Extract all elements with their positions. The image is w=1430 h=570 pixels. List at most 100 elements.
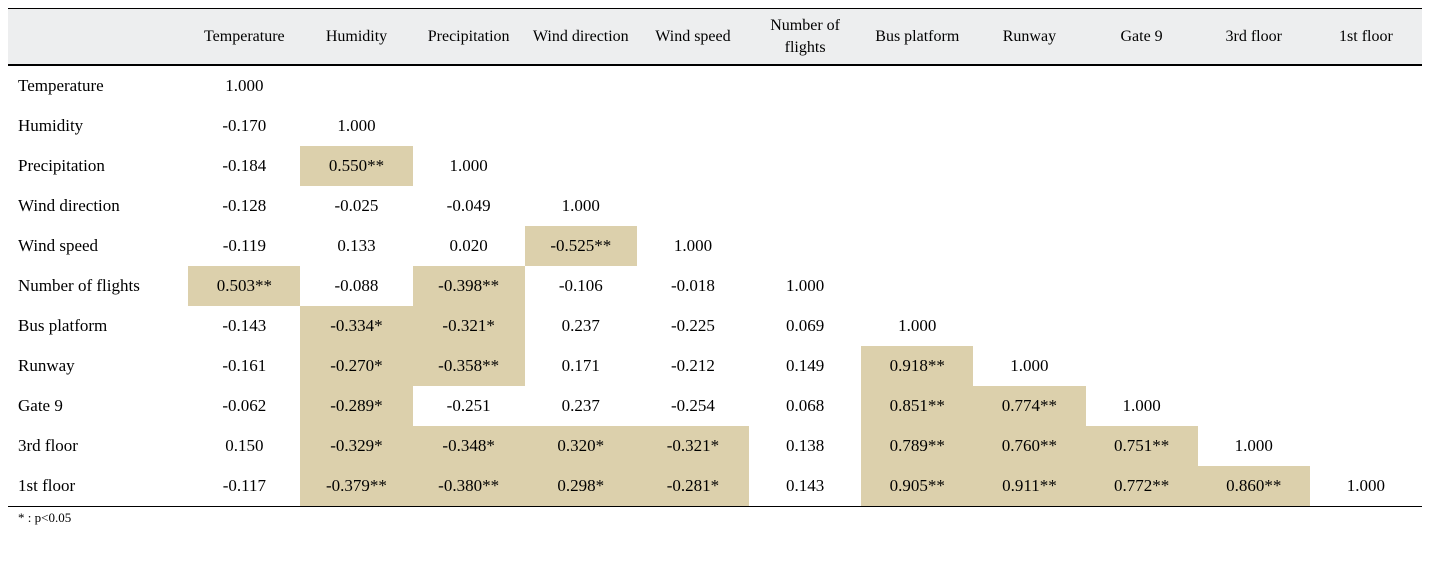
cell-value: -0.329*: [300, 426, 412, 466]
table-row: Humidity-0.1701.000: [8, 106, 1422, 146]
table-cell: -0.251: [413, 386, 525, 426]
cell-value: 1.000: [525, 186, 637, 226]
row-label: Bus platform: [8, 306, 188, 346]
col-header: Temperature: [188, 9, 300, 66]
table-cell: [637, 106, 749, 146]
table-body: Temperature1.000Humidity-0.1701.000Preci…: [8, 65, 1422, 507]
cell-value: 1.000: [973, 346, 1085, 386]
cell-value: -0.018: [637, 266, 749, 306]
table-cell: 0.860**: [1198, 466, 1310, 507]
table-cell: [1086, 186, 1198, 226]
cell-value: 0.751**: [1086, 426, 1198, 466]
row-label: Precipitation: [8, 146, 188, 186]
table-cell: -0.398**: [413, 266, 525, 306]
table-cell: [749, 146, 861, 186]
col-header: Runway: [973, 9, 1085, 66]
table-cell: [1310, 65, 1422, 106]
table-cell: [973, 306, 1085, 346]
cell-value: 1.000: [1086, 386, 1198, 426]
table-cell: 1.000: [300, 106, 412, 146]
table-cell: [749, 226, 861, 266]
table-cell: -0.143: [188, 306, 300, 346]
table-cell: 0.171: [525, 346, 637, 386]
table-cell: -0.049: [413, 186, 525, 226]
table-cell: [413, 106, 525, 146]
cell-value: 0.905**: [861, 466, 973, 506]
table-cell: 1.000: [188, 65, 300, 106]
table-cell: -0.525**: [525, 226, 637, 266]
cell-value: -0.321*: [637, 426, 749, 466]
table-cell: -0.270*: [300, 346, 412, 386]
table-cell: 0.503**: [188, 266, 300, 306]
table-cell: -0.018: [637, 266, 749, 306]
table-cell: -0.379**: [300, 466, 412, 507]
table-cell: [1310, 306, 1422, 346]
table-cell: 0.760**: [973, 426, 1085, 466]
cell-value: 1.000: [1310, 466, 1422, 506]
table-cell: 0.772**: [1086, 466, 1198, 507]
cell-value: -0.062: [188, 386, 300, 426]
cell-value: -0.225: [637, 306, 749, 346]
cell-value: -0.289*: [300, 386, 412, 426]
cell-value: -0.281*: [637, 466, 749, 506]
cell-value: -0.184: [188, 146, 300, 186]
table-cell: 0.911**: [973, 466, 1085, 507]
table-cell: [637, 146, 749, 186]
table-cell: 0.751**: [1086, 426, 1198, 466]
cell-value: -0.161: [188, 346, 300, 386]
table-cell: -0.321*: [637, 426, 749, 466]
table-cell: [749, 186, 861, 226]
table-cell: [1086, 266, 1198, 306]
table-row: Number of flights0.503**-0.088-0.398**-0…: [8, 266, 1422, 306]
table-cell: -0.380**: [413, 466, 525, 507]
table-cell: 0.143: [749, 466, 861, 507]
cell-value: -0.106: [525, 266, 637, 306]
cell-value: 0.503**: [188, 266, 300, 306]
table-cell: 0.550**: [300, 146, 412, 186]
cell-value: -0.348*: [413, 426, 525, 466]
table-row: Wind direction-0.128-0.025-0.0491.000: [8, 186, 1422, 226]
table-cell: 1.000: [1086, 386, 1198, 426]
cell-value: -0.170: [188, 106, 300, 146]
cell-value: 0.149: [749, 346, 861, 386]
table-cell: 0.774**: [973, 386, 1085, 426]
footnote: * : p<0.05: [8, 507, 1422, 526]
table-cell: [861, 226, 973, 266]
table-cell: [1086, 226, 1198, 266]
cell-value: -0.088: [300, 266, 412, 306]
cell-value: -0.270*: [300, 346, 412, 386]
table-cell: [1310, 146, 1422, 186]
table-cell: 1.000: [413, 146, 525, 186]
table-cell: [861, 146, 973, 186]
cell-value: -0.358**: [413, 346, 525, 386]
cell-value: 1.000: [1198, 426, 1310, 466]
row-label: 1st floor: [8, 466, 188, 507]
table-cell: [973, 106, 1085, 146]
table-cell: -0.025: [300, 186, 412, 226]
table-cell: [749, 106, 861, 146]
table-cell: 0.789**: [861, 426, 973, 466]
cell-value: 0.550**: [300, 146, 412, 186]
table-cell: [1310, 106, 1422, 146]
row-label: Number of flights: [8, 266, 188, 306]
table-cell: [300, 65, 412, 106]
row-label: Wind direction: [8, 186, 188, 226]
cell-value: -0.321*: [413, 306, 525, 346]
table-cell: 0.068: [749, 386, 861, 426]
table-cell: -0.106: [525, 266, 637, 306]
cell-value: 0.298*: [525, 466, 637, 506]
table-row: Gate 9-0.062-0.289*-0.2510.237-0.2540.06…: [8, 386, 1422, 426]
table-header-row: Temperature Humidity Precipitation Wind …: [8, 9, 1422, 66]
table-cell: 0.237: [525, 386, 637, 426]
table-cell: [1086, 146, 1198, 186]
row-label: 3rd floor: [8, 426, 188, 466]
col-header: [8, 9, 188, 66]
cell-value: 1.000: [861, 306, 973, 346]
cell-value: 0.150: [188, 426, 300, 466]
cell-value: 1.000: [749, 266, 861, 306]
table-cell: [1198, 386, 1310, 426]
col-header: 1st floor: [1310, 9, 1422, 66]
table-cell: [1198, 226, 1310, 266]
cell-value: 0.772**: [1086, 466, 1198, 506]
col-header: Wind speed: [637, 9, 749, 66]
